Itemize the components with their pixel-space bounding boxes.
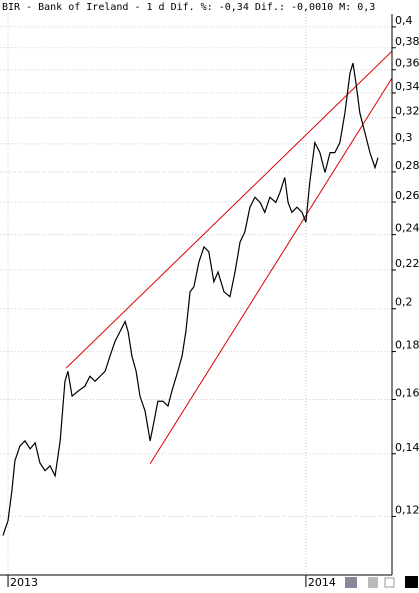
toolbar: [345, 576, 418, 588]
y-tick-label: 0,34: [395, 80, 419, 93]
trend-line: [149, 77, 392, 465]
y-tick-label: 0,22: [395, 257, 419, 270]
y-tick-label: 0,28: [395, 159, 419, 172]
y-tick-label: 0,32: [395, 105, 419, 118]
save-icon[interactable]: [368, 577, 378, 588]
y-tick-label: 0,12: [395, 503, 419, 516]
tool-icon[interactable]: [345, 577, 357, 588]
y-tick-label: 0,26: [395, 189, 419, 202]
zoom-icon[interactable]: [384, 577, 395, 588]
y-tick-label: 0,2: [395, 296, 413, 309]
grid: [0, 14, 392, 575]
color-icon[interactable]: [405, 576, 418, 588]
y-tick-label: 0,38: [395, 35, 419, 48]
plot-area: [2, 50, 392, 536]
chart-title: BIR - Bank of Ireland - 1 d Dif. %: -0,3…: [2, 2, 375, 13]
y-tick-label: 0,24: [395, 222, 419, 235]
x-tick-label: 2013: [10, 576, 38, 589]
price-line: [2, 62, 379, 536]
y-tick-label: 0,16: [395, 386, 419, 399]
x-tick-label: 2014: [308, 576, 336, 589]
y-tick-label: 0,36: [395, 57, 419, 70]
trend-line: [65, 50, 392, 369]
y-tick-label: 0,3: [395, 131, 413, 144]
y-tick-label: 0,4: [395, 14, 413, 27]
y-tick-label: 0,18: [395, 339, 419, 352]
y-tick-label: 0,14: [395, 441, 419, 454]
